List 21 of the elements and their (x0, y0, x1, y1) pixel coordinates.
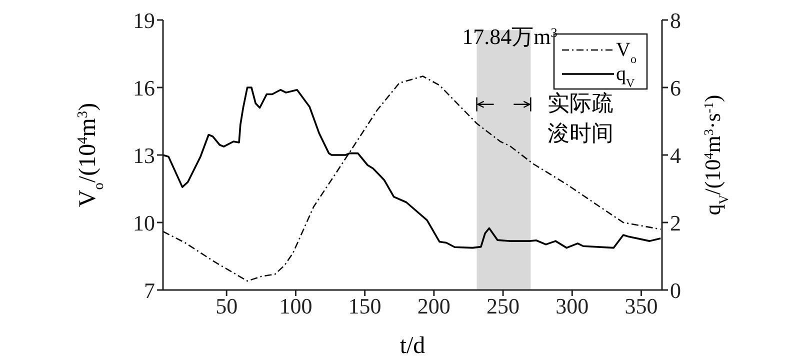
y-tick-label: 7 (144, 278, 155, 303)
x-tick-label: 100 (279, 294, 312, 319)
x-tick-label: 250 (486, 294, 520, 319)
legend-label: q$_{V}$ (616, 63, 635, 90)
y-tick-label: 16 (133, 75, 155, 100)
x-tick-label: 200 (417, 294, 450, 319)
y2-tick-label: 8 (670, 8, 681, 33)
x-axis-title: t/d (400, 333, 426, 359)
x-tick-label: 300 (556, 294, 589, 319)
y-tick-label: 10 (133, 210, 155, 236)
x-tick-label: 150 (348, 294, 382, 319)
legend-label: V$_{o}$ (616, 39, 636, 66)
y2-tick-label: 2 (670, 210, 681, 236)
y-tick-label: 13 (133, 142, 155, 168)
y2-tick-label: 4 (670, 142, 681, 168)
x-tick-label: 350 (624, 294, 658, 319)
y2-tick-label: 6 (670, 75, 681, 100)
band-label: 实际疏浚时间 (548, 90, 614, 146)
x-tick-label: 50 (216, 294, 238, 319)
y-tick-label: 19 (133, 8, 155, 33)
y2-tick-label: 0 (670, 278, 681, 303)
